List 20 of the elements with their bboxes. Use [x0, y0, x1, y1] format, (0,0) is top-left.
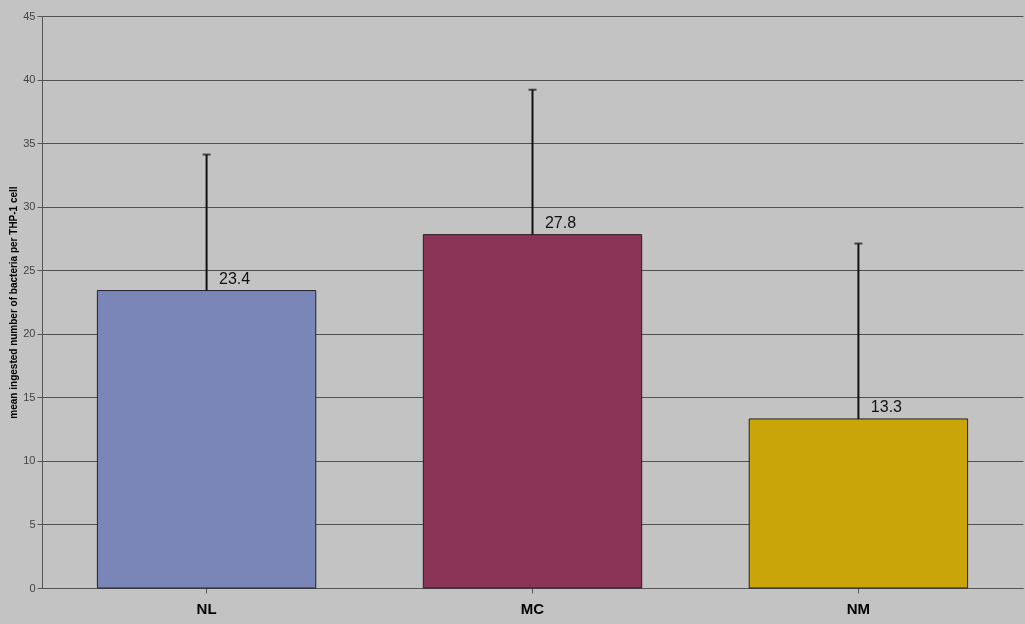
bar: [96, 290, 317, 589]
y-tick-label: 15: [23, 390, 36, 403]
y-tick-label: 20: [23, 327, 36, 340]
x-tick-label: MC: [520, 599, 545, 617]
bar: [748, 418, 969, 589]
data-label: 13.3: [870, 397, 903, 415]
bar: [422, 234, 643, 589]
x-tick-label: NM: [846, 599, 871, 617]
y-tick-label: 5: [29, 517, 36, 530]
y-tick-label: 0: [29, 581, 36, 594]
x-tick-label: NL: [196, 599, 217, 617]
y-tick-label: 10: [23, 454, 36, 467]
y-tick-label: 25: [23, 263, 36, 276]
data-label: 23.4: [219, 269, 251, 287]
y-tick-label: 45: [23, 9, 36, 22]
y-axis-title: mean ingested number of bacteria per THP-1 cell: [8, 186, 20, 419]
data-label: 27.8: [544, 213, 577, 231]
y-tick-label: 40: [23, 73, 36, 86]
y-tick-label: 35: [23, 136, 36, 149]
y-tick-label: 30: [23, 200, 36, 213]
